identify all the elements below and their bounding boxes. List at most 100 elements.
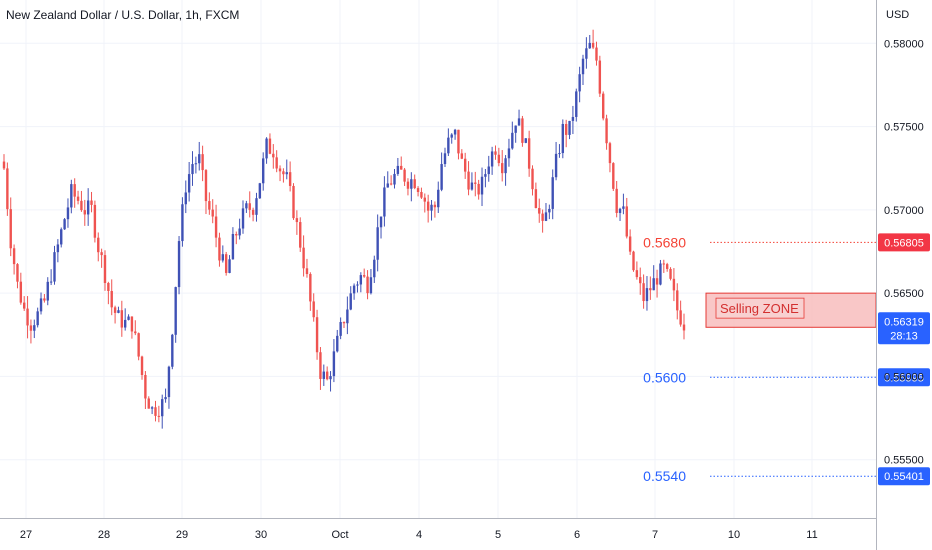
candle-body — [544, 212, 548, 221]
candle-body — [352, 285, 356, 294]
candle-body — [184, 192, 187, 205]
candle-body — [63, 219, 66, 230]
candle-body — [329, 376, 332, 380]
candle-body — [373, 259, 376, 278]
time-axis[interactable]: 27 28 29 30 Oct 4 5 6 7 10 11 — [0, 518, 876, 542]
candle-body — [645, 288, 649, 302]
candle-body — [453, 129, 457, 135]
price-axis[interactable]: 0.58000 0.57500 0.57000 0.56500 0.56000 0.555… — [876, 0, 931, 550]
candles — [2, 29, 686, 429]
level-price-tag — [878, 467, 930, 486]
candle-body — [268, 138, 272, 154]
candle-body — [147, 398, 150, 409]
candle-body — [107, 283, 110, 291]
grid — [0, 0, 876, 518]
level-label: 0.5540 — [643, 468, 686, 484]
candle-body — [632, 251, 635, 271]
candle-body — [33, 325, 36, 331]
candle-body — [325, 371, 329, 380]
candle-body — [322, 371, 326, 379]
candle-body — [659, 263, 662, 285]
candle-body — [117, 310, 120, 313]
candle-body — [174, 287, 177, 335]
candle-body — [541, 213, 544, 221]
candle-body — [19, 281, 23, 303]
candle-body — [470, 182, 474, 190]
candle-body — [339, 322, 342, 336]
candle-body — [245, 203, 248, 209]
candle-body — [164, 397, 167, 400]
candle-body — [76, 196, 80, 201]
candle-body — [110, 290, 113, 308]
candle-body — [177, 241, 181, 288]
candle-body — [214, 216, 218, 238]
time-tick-label: 29 — [176, 529, 188, 541]
candle-body — [130, 316, 134, 332]
candle-body — [90, 200, 93, 205]
candle-body — [198, 154, 201, 164]
candle-body — [228, 259, 231, 273]
candle-body — [413, 179, 416, 189]
time-tick-label: 7 — [652, 529, 658, 541]
candle-body — [389, 183, 393, 185]
time-tick-label: 10 — [728, 529, 740, 541]
time-tick-label: 11 — [806, 529, 817, 541]
level-label: 0.5600 — [643, 369, 686, 385]
candle-body — [113, 307, 117, 313]
candle-body — [80, 200, 83, 211]
candle-body — [564, 123, 568, 135]
candle-body — [490, 151, 494, 167]
candle-body — [534, 189, 538, 209]
candle-body — [484, 174, 487, 177]
candle-body — [581, 58, 585, 75]
candle-body — [208, 201, 211, 210]
candle-body — [235, 233, 238, 236]
candle-body — [393, 173, 396, 185]
candle-body — [598, 60, 602, 94]
candle-body — [221, 254, 225, 261]
candle-body — [282, 171, 285, 175]
candle-body — [602, 93, 605, 119]
candle-body — [120, 310, 124, 328]
candle-body — [150, 407, 154, 409]
time-tick-label: Oct — [331, 529, 348, 541]
candle-body — [595, 47, 598, 61]
candle-body — [278, 168, 282, 172]
candle-body — [410, 179, 413, 189]
candle-body — [83, 210, 86, 215]
candle-body — [265, 138, 268, 159]
candle-body — [302, 247, 305, 269]
candle-body — [423, 197, 426, 202]
candle-body — [39, 298, 43, 312]
candle-body — [53, 252, 56, 282]
candle-body — [457, 129, 460, 154]
candle-body — [608, 143, 612, 164]
candle-body — [440, 164, 443, 190]
candle-body — [356, 284, 359, 286]
level-price-tag-text: 0.56805 — [884, 237, 924, 249]
level-price-tag — [878, 368, 930, 387]
candle-body — [248, 203, 251, 210]
level-price-tag — [878, 233, 930, 252]
selling-zone[interactable]: Selling ZONE — [705, 292, 877, 328]
candle-body — [2, 161, 6, 169]
candle-body — [665, 264, 669, 269]
levels: 0.5680 0.56805 0.5600 0.55995 0.5540 0.55401 — [643, 233, 930, 486]
candle-body — [292, 185, 295, 219]
candle-body — [376, 227, 379, 260]
candle-body — [6, 168, 9, 210]
price-tick-label: 0.58000 — [884, 38, 924, 50]
candle-body — [649, 288, 652, 291]
candle-body — [655, 278, 659, 285]
candle-body — [194, 163, 198, 165]
current-price-text: 0.56319 — [884, 316, 924, 328]
candle-body — [60, 229, 63, 245]
candle-body — [554, 153, 558, 178]
candle-body — [538, 208, 541, 214]
price-tick-label: 0.57000 — [884, 205, 924, 217]
candle-body — [204, 170, 208, 202]
candle-body — [682, 324, 686, 331]
candle-body — [494, 151, 497, 155]
candle-body — [447, 137, 450, 154]
